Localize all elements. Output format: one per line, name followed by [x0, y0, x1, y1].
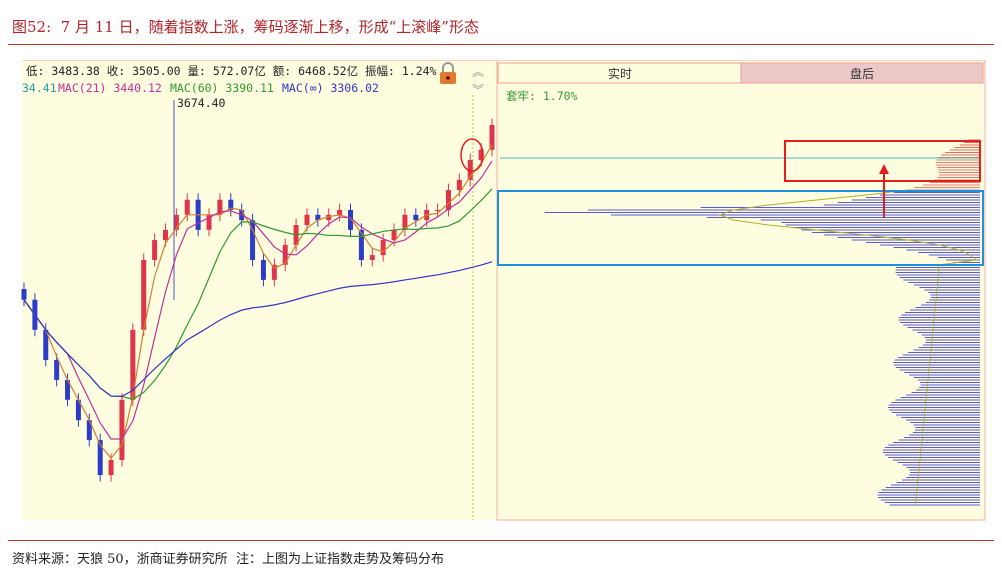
candle-body — [152, 240, 158, 260]
candle-body — [206, 214, 212, 230]
candle-body — [54, 359, 60, 380]
candle-body — [260, 259, 266, 280]
candle-body — [65, 379, 71, 400]
double-chevron-down-icon[interactable]: ︾ — [472, 83, 484, 97]
candle-body — [456, 179, 462, 191]
footer-rule — [8, 540, 994, 541]
candle-body — [97, 440, 103, 476]
arrow-up-icon — [879, 164, 889, 218]
candle-body — [119, 399, 125, 460]
candle-body — [130, 329, 136, 400]
ma-label: MAC(∞) 3306.02 — [282, 81, 379, 95]
candle-body — [21, 288, 27, 300]
candle-body — [478, 149, 484, 160]
ma-partial: 34.41 — [22, 81, 57, 95]
candle-body — [184, 199, 190, 215]
annotation-circle — [460, 138, 484, 172]
candle-body — [304, 214, 310, 226]
candle-body — [141, 259, 147, 330]
chip-outline — [718, 189, 978, 506]
figure-title: 图52: 7 月 11 日，随着指数上涨，筹码逐渐上移，形成“上滚峰”形态 — [12, 18, 479, 36]
tab-after-hours[interactable] — [740, 62, 984, 84]
candle-body — [271, 264, 277, 280]
mac-inf-line — [23, 261, 493, 398]
annotation-red-box — [784, 140, 981, 182]
double-chevron-up-icon[interactable]: ︽ — [472, 65, 484, 79]
candle-body — [228, 199, 234, 210]
kline-panel — [22, 60, 497, 520]
candle-body — [326, 214, 332, 221]
candle-body — [315, 214, 321, 221]
stock-chart: 低: 3483.38 收: 3505.00 量: 572.07亿 额: 6468… — [21, 60, 986, 521]
chip-panel — [496, 60, 986, 521]
tab-after-hours-label: 盘后 — [850, 66, 874, 81]
ma-short-line — [23, 144, 493, 460]
figure-source: 资料来源：天狼 50，浙商证券研究所 注：上图为上证指数走势及筹码分布 — [12, 552, 444, 567]
candle-body — [75, 399, 81, 421]
candle-body — [413, 214, 419, 221]
mac21-line — [23, 160, 493, 440]
lock-icon[interactable] — [440, 62, 456, 84]
tab-realtime-label: 实时 — [608, 66, 632, 81]
title-rule — [8, 44, 994, 45]
chip-info: 套牢: 1.70% — [506, 89, 578, 103]
candle-body — [435, 209, 441, 211]
ma-label: MAC(60) 3390.11 — [170, 81, 274, 95]
candle-body — [358, 229, 364, 260]
candle-body — [173, 214, 179, 230]
candle-body — [86, 420, 92, 441]
candle-body — [402, 214, 408, 230]
quote-text: 低: 3483.38 收: 3505.00 量: 572.07亿 额: 6468… — [26, 64, 437, 78]
candle-body — [489, 125, 495, 150]
candle-body — [380, 240, 386, 256]
candle-body — [162, 229, 168, 241]
candle-body — [108, 459, 114, 476]
candle-body — [369, 255, 375, 260]
candle-body — [348, 209, 354, 230]
annotation-blue-box — [497, 190, 984, 266]
peak-label: 3674.40 — [177, 96, 226, 110]
candle-body — [337, 209, 343, 215]
candle-body — [391, 229, 397, 241]
candle-body — [217, 199, 223, 215]
candle-body — [282, 244, 288, 265]
candle-body — [250, 220, 256, 260]
candle-body — [445, 190, 451, 210]
ma-label: MAC(21) 3440.12 — [58, 81, 162, 95]
candle-body — [467, 159, 473, 180]
candle-body — [43, 329, 49, 360]
